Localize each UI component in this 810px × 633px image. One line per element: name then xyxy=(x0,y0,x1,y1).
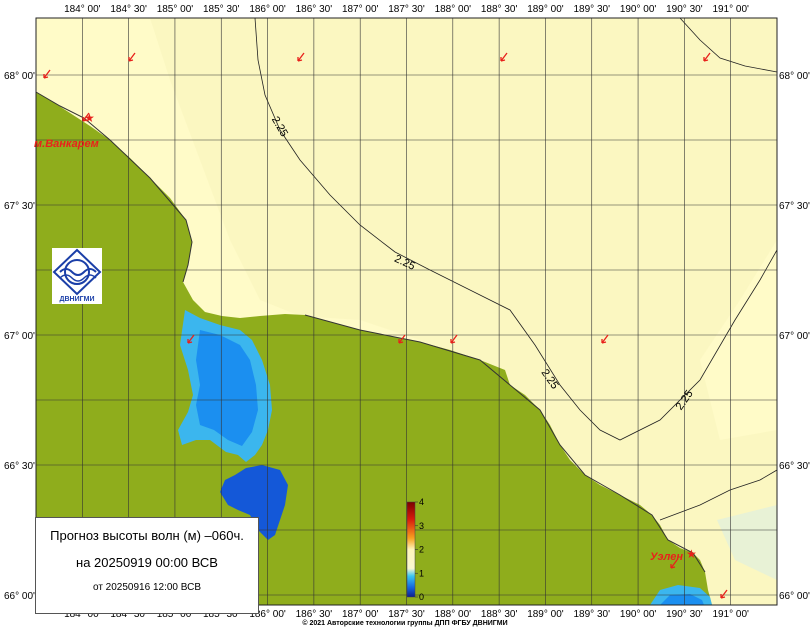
lon-label-top: 188° 30' xyxy=(481,4,518,15)
lon-label-bottom: 185° 00' xyxy=(157,609,194,620)
lagoon-mid xyxy=(196,330,258,446)
logo-text: ДВНИГМИ xyxy=(60,296,95,303)
lon-label-top: 190° 00' xyxy=(620,4,657,15)
lon-label-top: 189° 30' xyxy=(574,4,611,15)
colorbar-tick: 3 xyxy=(419,521,424,531)
lon-label-bottom: 188° 00' xyxy=(435,609,472,620)
wave-arrow xyxy=(82,112,90,122)
lon-label-bottom: 187° 00' xyxy=(342,609,379,620)
lon-label-bottom: 190° 30' xyxy=(666,609,703,620)
wave-arrow xyxy=(601,334,609,344)
lon-label-top: 191° 00' xyxy=(712,4,749,15)
colorbar-tick: 0 xyxy=(419,592,424,602)
lon-label-top: 186° 30' xyxy=(296,4,333,15)
forecast-title: Прогноз высоты волн (м) –060ч. xyxy=(50,528,244,543)
isoline-2-25-east xyxy=(679,17,778,73)
colorbar: 4 3 2 1 0 xyxy=(406,497,424,602)
lon-label-bottom: 186° 30' xyxy=(296,609,333,620)
lon-label-bottom: 188° 30' xyxy=(481,609,518,620)
dvnigmi-logo: ДВНИГМИ xyxy=(52,248,102,304)
forecast-valid-time: на 20250919 00:00 ВСВ xyxy=(76,555,218,570)
lat-label-right: 67° 00' xyxy=(779,331,810,342)
lat-label-right: 66° 00' xyxy=(779,591,810,602)
lon-label-bottom: 185° 30' xyxy=(203,609,240,620)
lon-label-bottom: 191° 00' xyxy=(712,609,749,620)
bay-uelen-dark xyxy=(660,594,704,605)
lat-label-left: 66° 00' xyxy=(4,591,35,602)
colorbar-tick: 4 xyxy=(419,497,424,507)
lon-label-top: 190° 30' xyxy=(666,4,703,15)
wave-arrow xyxy=(720,589,728,599)
lon-label-bottom: 187° 30' xyxy=(388,609,425,620)
lat-label-left: 68° 00' xyxy=(4,71,35,82)
copyright-text: © 2021 Авторские технологии группы ДПП Ф… xyxy=(302,620,508,627)
lon-label-top: 187° 30' xyxy=(388,4,425,15)
wave-direction-arrows xyxy=(43,52,728,599)
isoline-2-25-south xyxy=(659,469,778,521)
lon-label-bottom: 189° 30' xyxy=(574,609,611,620)
lat-label-left: 67° 30' xyxy=(4,201,35,212)
lon-label-top: 185° 30' xyxy=(203,4,240,15)
lat-label-right: 68° 00' xyxy=(779,71,810,82)
lon-label-bottom: 184° 00' xyxy=(64,609,101,620)
lon-label-top: 187° 00' xyxy=(342,4,379,15)
lon-label-top: 184° 00' xyxy=(64,4,101,15)
lon-label-bottom: 189° 00' xyxy=(527,609,564,620)
wave-arrow xyxy=(670,559,678,569)
star-icon: ★ xyxy=(686,547,697,561)
lon-label-bottom: 186° 00' xyxy=(249,609,286,620)
sea-blue-patch xyxy=(717,505,777,580)
land-chukotka xyxy=(36,92,712,605)
lon-label-top: 186° 00' xyxy=(249,4,286,15)
sea-shade xyxy=(150,18,777,605)
lon-label-top: 185° 00' xyxy=(157,4,194,15)
wave-arrow xyxy=(450,334,458,344)
wave-arrow xyxy=(398,334,406,344)
lagoon-south xyxy=(220,465,288,540)
colorbar-tick: 1 xyxy=(419,568,424,578)
place-vankarem: м.Ванкарем xyxy=(34,138,99,150)
lon-label-bottom: 190° 00' xyxy=(620,609,657,620)
place-uelen: Уэлен xyxy=(650,551,683,563)
lat-label-left: 66° 30' xyxy=(4,461,35,472)
lon-label-top: 189° 00' xyxy=(527,4,564,15)
wave-arrow xyxy=(297,52,305,62)
lat-label-right: 67° 30' xyxy=(779,201,810,212)
forecast-issue-time: от 20250916 12:00 ВСВ xyxy=(92,582,201,593)
forecast-info-box: Прогноз высоты волн (м) –060ч. на 202509… xyxy=(35,517,259,614)
lon-label-top: 184° 30' xyxy=(110,4,147,15)
map-border xyxy=(35,17,778,606)
wave-arrow xyxy=(43,69,51,79)
lon-label-bottom: 184° 30' xyxy=(110,609,147,620)
lat-label-right: 66° 30' xyxy=(779,461,810,472)
wave-arrow xyxy=(128,52,136,62)
colorbar-tick: 2 xyxy=(419,545,424,555)
lon-label-top: 188° 00' xyxy=(435,4,472,15)
wave-arrow xyxy=(187,334,195,344)
tick-labels: 184° 00' 184° 00' 184° 30' 184° 30' 185° 00'… xyxy=(4,4,810,620)
wave-arrow xyxy=(500,52,508,62)
lat-label-left: 67° 00' xyxy=(4,331,35,342)
star-icon: ★ xyxy=(84,111,95,125)
wave-arrow xyxy=(703,52,711,62)
